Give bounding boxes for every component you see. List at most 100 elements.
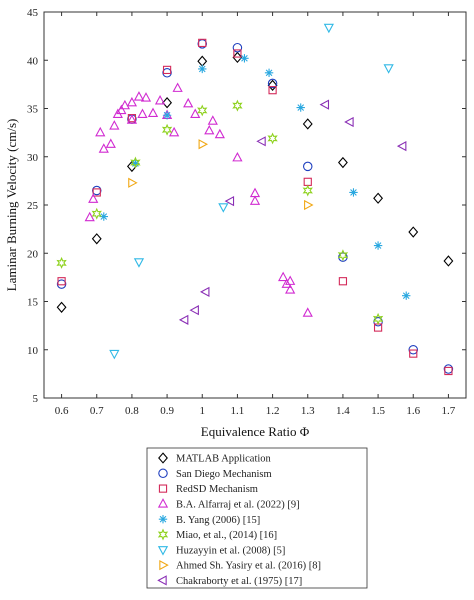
legend-marker	[158, 468, 168, 479]
data-point	[264, 68, 274, 77]
data-point	[344, 116, 354, 128]
x-tick-label: 0.7	[90, 405, 104, 417]
y-tick-label: 20	[27, 248, 39, 260]
data-point	[267, 132, 278, 145]
data-point	[168, 126, 180, 137]
series-4	[99, 54, 411, 300]
data-point	[267, 79, 278, 92]
x-tick-label: 0.6	[55, 405, 69, 417]
y-tick-label: 30	[27, 152, 39, 164]
series-5	[56, 99, 384, 325]
data-point	[137, 108, 148, 118]
data-point	[99, 212, 108, 221]
data-point	[133, 258, 145, 268]
legend-marker	[158, 452, 168, 464]
data-point	[443, 255, 454, 267]
data-point	[285, 275, 296, 285]
x-tick-label: 1.5	[371, 405, 385, 417]
x-axis-title: Equivalence Ratio Φ	[201, 424, 310, 439]
data-point	[349, 188, 358, 197]
data-point	[56, 279, 67, 289]
data-point	[373, 192, 384, 204]
data-point	[443, 364, 454, 374]
legend-marker	[157, 546, 169, 556]
data-point	[383, 64, 394, 74]
data-point	[408, 344, 418, 355]
data-point	[256, 136, 266, 147]
legend-label: B. Yang (2006) [15]	[176, 515, 260, 526]
data-point	[304, 199, 314, 211]
data-point	[98, 143, 109, 153]
data-point	[119, 99, 131, 110]
data-point	[233, 49, 242, 58]
data-point	[267, 78, 278, 89]
data-point	[189, 305, 199, 316]
data-point	[302, 161, 313, 172]
data-point	[162, 111, 172, 120]
data-point	[140, 92, 152, 102]
data-point	[204, 124, 215, 135]
data-point	[281, 278, 292, 288]
data-point	[162, 97, 173, 109]
data-point	[249, 195, 261, 205]
data-point	[128, 177, 138, 188]
data-point	[109, 120, 120, 130]
data-point	[183, 97, 194, 108]
series-7	[128, 139, 314, 211]
data-point	[319, 99, 330, 110]
data-point	[95, 126, 106, 137]
data-point	[296, 103, 305, 112]
data-point	[162, 65, 172, 75]
series-8	[178, 99, 407, 325]
data-point	[207, 115, 218, 125]
data-point	[91, 233, 102, 245]
legend-label: Huzayyin et al. (2008) [5]	[176, 545, 285, 556]
y-tick-label: 35	[27, 104, 39, 116]
y-axis-title: Laminar Burning Velocity (cm/s)	[4, 119, 19, 292]
x-tick-label: 1.3	[301, 405, 315, 417]
data-point	[147, 107, 159, 118]
data-points	[56, 23, 454, 376]
data-point	[232, 99, 243, 112]
data-point	[214, 128, 225, 139]
legend: MATLAB Application San Diego Mechanism Red…	[157, 452, 321, 587]
data-point	[91, 207, 102, 220]
y-tick-label: 15	[27, 297, 39, 309]
legend-marker	[158, 515, 168, 524]
data-point	[199, 286, 210, 297]
legend-marker	[159, 559, 169, 571]
data-point	[372, 312, 384, 325]
data-point	[224, 196, 235, 207]
legend-label: MATLAB Application	[176, 454, 272, 465]
y-tick-label: 5	[33, 393, 39, 405]
data-point	[268, 86, 277, 95]
data-point	[302, 118, 313, 130]
legend-label: RedSD Mechanism	[176, 484, 258, 495]
series-6	[109, 23, 394, 360]
x-tick-label: 1	[200, 405, 206, 417]
data-point	[84, 211, 95, 222]
legend-label: Chakraborty et al. (1975) [17]	[176, 576, 302, 587]
data-point	[92, 185, 102, 196]
data-point	[56, 256, 67, 269]
legend-label: Miao, et al., (2014) [16]	[176, 530, 277, 541]
data-point	[198, 38, 207, 48]
legend-marker	[158, 484, 168, 493]
data-point	[232, 151, 243, 162]
data-point	[161, 123, 173, 136]
legend-label: B.A. Alfarraj et al. (2022) [9]	[176, 500, 300, 511]
data-point	[373, 241, 383, 250]
x-tick-label: 1.6	[406, 405, 420, 417]
data-point	[56, 301, 67, 313]
data-point	[109, 349, 120, 360]
data-point	[232, 51, 243, 64]
data-point	[92, 188, 101, 197]
series-3	[84, 82, 313, 317]
data-point	[373, 317, 383, 327]
x-tick-label: 1.4	[336, 405, 350, 417]
axis-ticks: 0.6 0.7 0.8 0.9 1 1.1 1.2 1.3 1.4 1.5 1.6 1.7 5 10 15 2…	[27, 7, 466, 417]
data-point	[172, 82, 183, 92]
data-point	[116, 104, 127, 115]
data-point	[323, 23, 334, 34]
data-point	[131, 159, 140, 168]
